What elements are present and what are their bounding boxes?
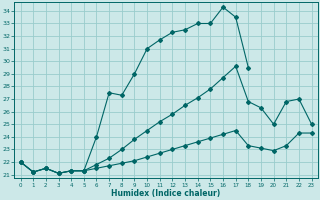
X-axis label: Humidex (Indice chaleur): Humidex (Indice chaleur) [111,189,221,198]
